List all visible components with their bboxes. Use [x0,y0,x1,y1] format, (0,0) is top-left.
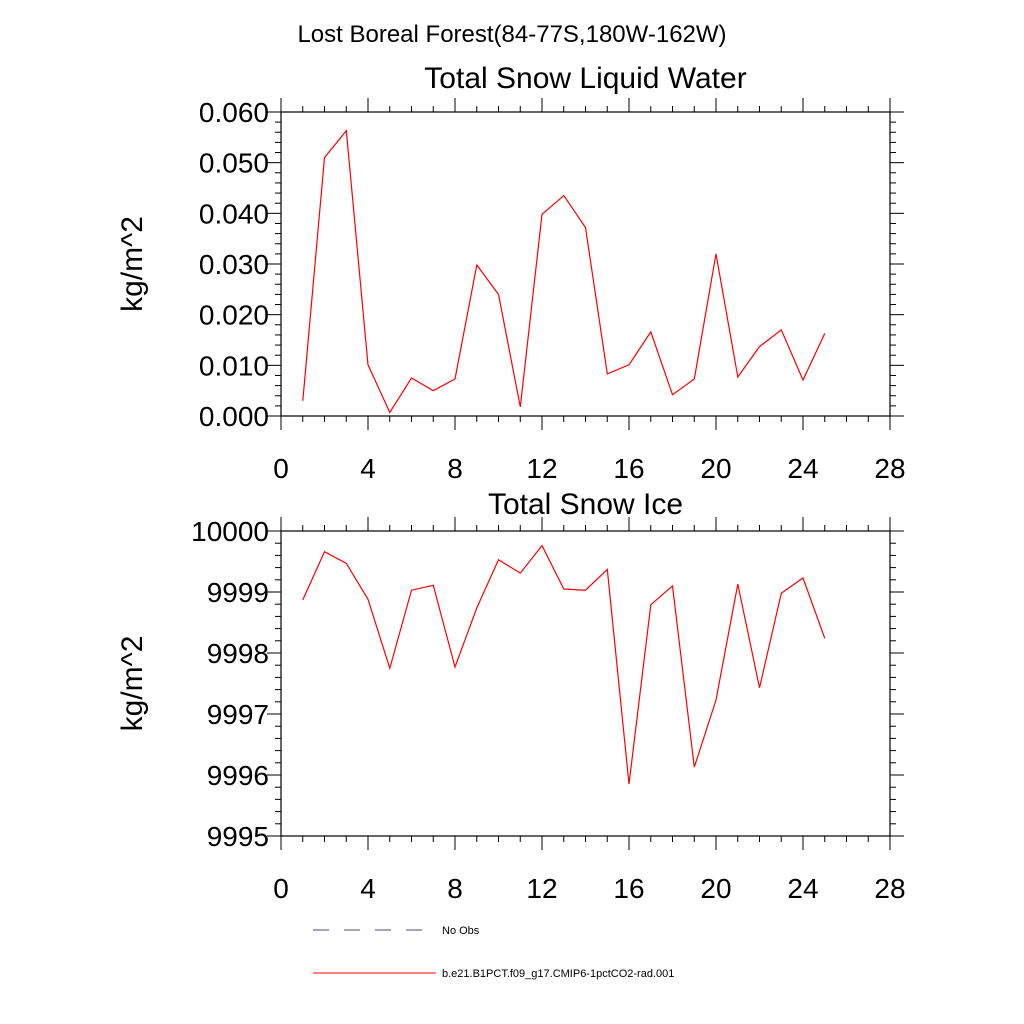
y-tick-label: 0.020 [199,300,269,331]
y-tick-label: 0.050 [199,148,269,179]
y-tick-label: 0.040 [199,198,269,229]
y-tick-label: 9999 [207,577,269,608]
x-tick-label: 0 [273,453,289,484]
x-tick-label: 20 [700,453,731,484]
legend: No Obs b.e21.B1PCT.f09_g17.CMIP6-1pctCO2-… [313,925,674,980]
y-axis-label: kg/m^2 [116,216,149,312]
x-tick-label: 28 [874,873,905,904]
y-tick-label: 0.010 [199,350,269,381]
y-axis-label: kg/m^2 [116,636,149,732]
x-tick-label: 24 [787,873,818,904]
x-tick-label: 16 [613,453,644,484]
x-tick-label: 12 [526,453,557,484]
figure-title: Lost Boreal Forest(84-77S,180W-162W) [297,21,726,48]
x-tick-label: 8 [447,453,463,484]
x-tick-label: 20 [700,873,731,904]
y-tick-label: 10000 [191,516,269,547]
legend-label-2: b.e21.B1PCT.f09_g17.CMIP6-1pctCO2-rad.00… [442,968,674,980]
y-tick-label: 0.060 [199,97,269,128]
x-tick-label: 4 [360,453,376,484]
chart-panel-2: Total Snow Ice 0 4 8 12 16 20 24 28 9995 9996 9997 9… [116,488,906,904]
panel-title: Total Snow Liquid Water [424,62,746,95]
x-tick-label: 8 [447,873,463,904]
x-tick-label: 28 [874,453,905,484]
panel-title: Total Snow Ice [488,488,683,521]
legend-label-1: No Obs [442,925,480,937]
x-tick-label: 12 [526,873,557,904]
series-line [302,544,826,785]
y-tick-label: 9997 [207,699,269,730]
y-tick-label: 0.000 [199,401,269,432]
series-line [302,129,826,414]
y-tick-label: 9995 [207,821,269,852]
y-tick-label: 9998 [207,638,269,669]
x-tick-label: 4 [360,873,376,904]
y-tick-label: 9996 [207,760,269,791]
x-tick-label: 0 [273,873,289,904]
plot-frame [280,530,891,837]
x-tick-label: 24 [787,453,818,484]
x-tick-label: 16 [613,873,644,904]
chart-panel-1: Total Snow Liquid Water 0 4 8 12 16 20 24 28 0.00… [116,62,906,484]
y-tick-label: 0.030 [199,249,269,280]
